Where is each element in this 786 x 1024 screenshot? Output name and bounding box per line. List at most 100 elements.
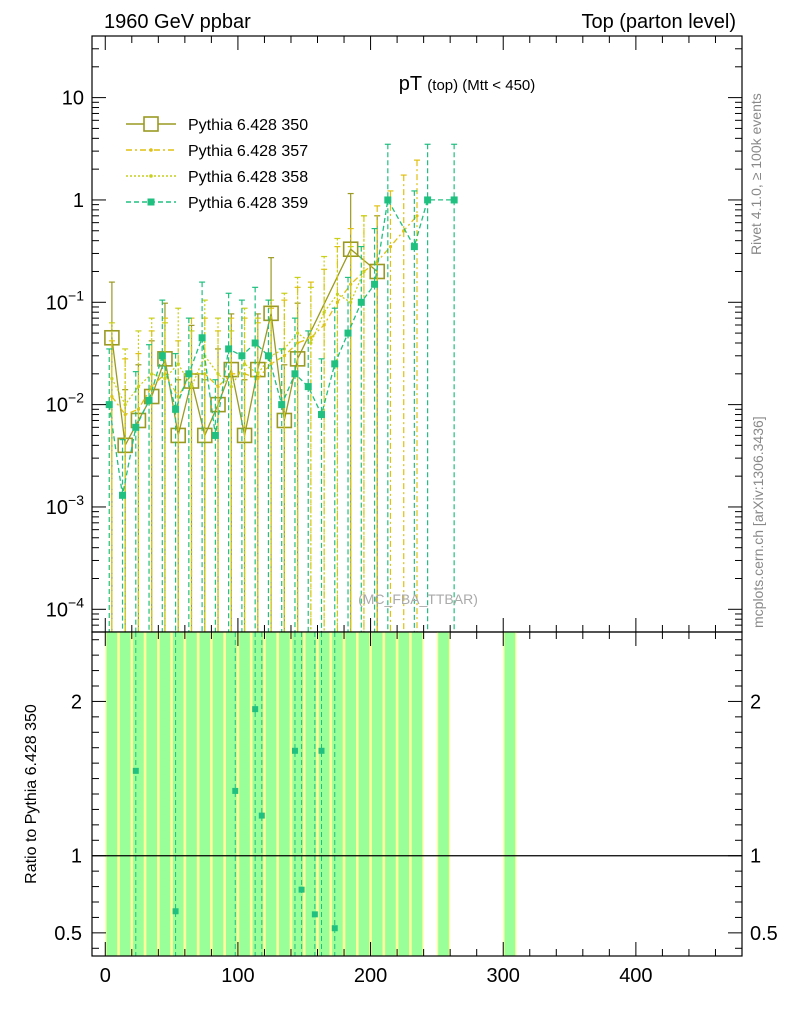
ratio-y-tick-label-left: 0.5 — [54, 923, 82, 945]
x-tick-label: 400 — [619, 965, 652, 987]
ratio-bands — [105, 632, 517, 956]
band-stat — [504, 632, 516, 956]
band-stat — [332, 632, 343, 956]
data-point — [163, 376, 167, 381]
ratio-y-tick-label-right: 0.5 — [750, 923, 778, 945]
band-stat — [358, 632, 370, 956]
data-point — [362, 269, 366, 274]
band-stat — [186, 632, 197, 956]
band-stat — [279, 632, 290, 956]
data-point — [282, 354, 286, 358]
series-line — [111, 215, 418, 416]
data-point — [119, 491, 127, 499]
band-stat — [252, 632, 264, 956]
y-tick-label: 10 — [62, 88, 84, 110]
data-point — [309, 341, 313, 345]
data-point — [251, 339, 259, 347]
series-2 — [108, 159, 420, 632]
data-point — [176, 362, 180, 366]
ratio-y-tick-label-right: 1 — [750, 846, 761, 868]
data-point — [185, 370, 193, 378]
data-point — [123, 403, 127, 407]
band-stat — [345, 632, 356, 956]
main-plot-panel: 10−4 10−3 10−2 10−1 1 10 pT (top) (Mtt < 450) (… — [46, 35, 743, 633]
main-y-axis: 10−4 10−3 10−2 10−1 1 10 — [46, 35, 742, 633]
header-left: 1960 GeV ppbar — [104, 11, 251, 33]
data-point — [335, 300, 340, 304]
ratio-point — [258, 812, 265, 819]
data-point — [317, 411, 325, 419]
data-point — [229, 372, 233, 376]
data-point — [269, 362, 273, 366]
legend: Pythia 6.428 350 Pythia 6.428 357 Pythia 6… — [126, 116, 308, 212]
data-point — [264, 352, 272, 360]
data-point — [349, 300, 353, 304]
ratio-y-axis: 0.5 0.5 1 1 2 2 — [54, 639, 778, 949]
legend-item: Pythia 6.428 359 — [126, 195, 308, 212]
band-stat — [212, 632, 224, 956]
band-stat — [265, 632, 277, 956]
data-point — [296, 331, 300, 335]
x-tick-label: 100 — [221, 965, 254, 987]
data-point — [163, 372, 167, 376]
data-point — [145, 396, 153, 404]
ratio-point — [298, 886, 305, 893]
data-point — [136, 407, 141, 411]
data-point — [291, 370, 299, 378]
band-stat — [411, 632, 423, 956]
data-point — [309, 336, 313, 340]
main-x-ticks — [104, 36, 743, 632]
data-point — [371, 280, 379, 288]
band-stat — [119, 632, 131, 956]
band-stat — [239, 632, 250, 956]
band-stat — [305, 632, 317, 956]
band-stat — [133, 632, 144, 956]
ratio-series-group — [132, 632, 338, 956]
data-point — [105, 401, 113, 409]
data-point — [110, 376, 114, 381]
x-tick-label: 300 — [487, 965, 520, 987]
x-tick-label: 200 — [354, 965, 387, 987]
ratio-y-tick-label-right: 2 — [750, 691, 761, 713]
band-stat — [438, 632, 449, 956]
legend-label: Pythia 6.428 358 — [188, 169, 308, 186]
legend-marker — [149, 148, 153, 152]
data-point — [189, 385, 194, 389]
y-tick-label: 10−1 — [46, 287, 84, 314]
ratio-point — [132, 767, 139, 774]
y-tick-label: 10−2 — [46, 390, 84, 417]
ratio-y-axis-label: Ratio to Pythia 6.428 350 — [23, 704, 40, 884]
ratio-plot-panel: 0.5 0.5 1 1 2 2 0 100 200 300 400 Ratio to Pythia 6… — [23, 631, 778, 987]
data-point — [278, 401, 286, 409]
data-point — [211, 431, 219, 439]
ratio-point — [311, 911, 318, 918]
data-point — [136, 385, 141, 389]
ratio-x-axis: 0 100 200 300 400 — [100, 632, 743, 987]
data-point — [198, 334, 206, 342]
analysis-watermark: (MC_FBA_TTBAR) — [358, 591, 478, 607]
data-point — [322, 310, 326, 314]
data-point — [242, 362, 247, 366]
legend-label: Pythia 6.428 359 — [188, 195, 308, 212]
ratio-point — [331, 925, 338, 932]
legend-item: Pythia 6.428 358 — [126, 169, 308, 186]
y-tick-label: 1 — [73, 190, 84, 212]
ratio-y-tick-label-left: 1 — [71, 846, 82, 868]
ratio-point — [232, 787, 239, 794]
data-point — [424, 196, 432, 204]
data-point — [216, 372, 220, 376]
band-stat — [292, 632, 303, 956]
y-tick-label: 10−3 — [46, 492, 84, 519]
data-point — [357, 298, 365, 306]
data-point — [344, 329, 352, 337]
band-stat — [159, 632, 171, 956]
series-line — [108, 197, 455, 496]
data-point — [238, 352, 246, 360]
y-tick-label: 10−4 — [46, 594, 84, 621]
band-stat — [172, 632, 184, 956]
band-stat — [106, 632, 118, 956]
legend-marker — [143, 116, 159, 132]
ratio-y-tick-label-left: 2 — [71, 691, 82, 713]
data-point — [331, 360, 339, 368]
